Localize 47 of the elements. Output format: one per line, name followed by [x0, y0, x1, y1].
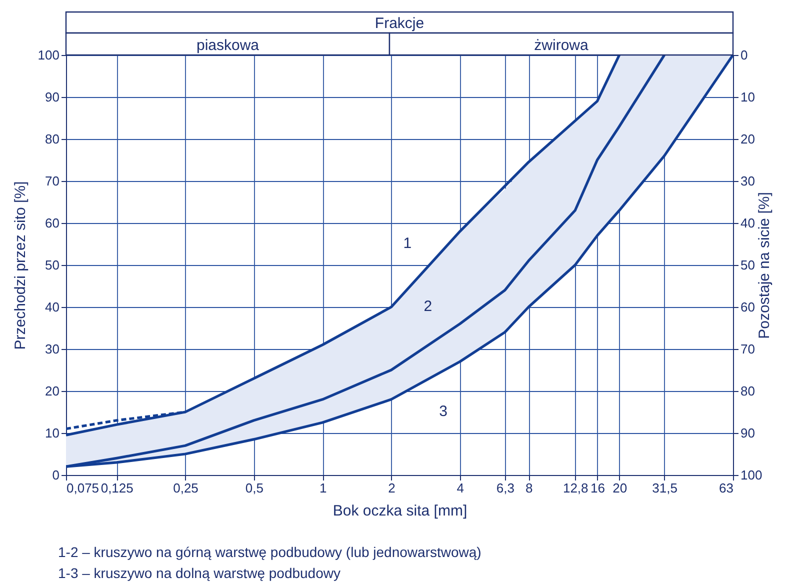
x-tick-label: 2: [388, 480, 396, 496]
x-tick-label: 1: [319, 480, 327, 496]
text: 1-3 – kruszywo na dolną warstwę podbudowy: [58, 565, 340, 581]
annotation: 2: [424, 298, 432, 315]
y2-tick-label: 50: [740, 258, 755, 272]
annotation: 3: [439, 403, 448, 420]
x-tick-label: 0,075: [66, 480, 100, 496]
y2-tick-label: 100: [740, 468, 762, 482]
x-tick-label: 4: [456, 480, 464, 496]
y-tick-label: 20: [45, 384, 60, 398]
x-tick-label: 20: [612, 480, 628, 496]
x-tick-label: 0,25: [173, 480, 198, 496]
y2-tick-label: 30: [740, 174, 755, 188]
y2-tick-label: 90: [740, 426, 755, 440]
y2-tick-label: 20: [740, 132, 755, 146]
y-tick-label: 0: [52, 468, 60, 482]
x-tick-label: 0,5: [245, 480, 264, 496]
y-tick-label: 70: [45, 174, 60, 188]
y2-tick-label: 0: [740, 48, 748, 62]
y2-tick-label: 10: [740, 90, 755, 104]
text: 1-2 – kruszywo na górną warstwę podbudowy (lub jednowarstwową): [58, 544, 482, 560]
y-tick-label: 50: [45, 258, 60, 272]
y-tick-label: 80: [45, 132, 60, 146]
y-tick-label: 90: [45, 90, 60, 104]
y2-tick-label: 80: [740, 384, 755, 398]
y2-tick-label: 40: [740, 216, 755, 230]
x-tick-label: 8: [525, 480, 533, 496]
annotation: 1: [403, 235, 412, 252]
chart-title: Frakcje: [374, 15, 424, 32]
x-tick-label: 63: [719, 480, 734, 496]
y-axis-title: Przechodzi przez sito [%]: [12, 181, 29, 350]
y-tick-label: 100: [38, 48, 60, 62]
x-tick-label: 16: [590, 480, 605, 496]
text: żwirowa: [534, 37, 589, 54]
y-tick-label: 60: [45, 216, 60, 230]
y2-axis-title: Pozostaje na sicie [%]: [756, 192, 774, 339]
x-tick-label: 6,3: [496, 480, 514, 496]
y2-tick-label: 70: [740, 342, 755, 356]
x-axis-title: Bok oczka sita [mm]: [332, 502, 468, 520]
y-tick-label: 40: [45, 300, 60, 314]
x-tick-label: 31,5: [652, 480, 678, 496]
y-tick-label: 10: [45, 426, 60, 440]
x-tick-label: 12,8: [562, 480, 588, 496]
x-tick-label: 0,125: [100, 480, 134, 496]
y2-tick-label: 60: [740, 300, 755, 314]
y-tick-label: 30: [45, 342, 60, 356]
text: piaskowa: [196, 37, 260, 54]
